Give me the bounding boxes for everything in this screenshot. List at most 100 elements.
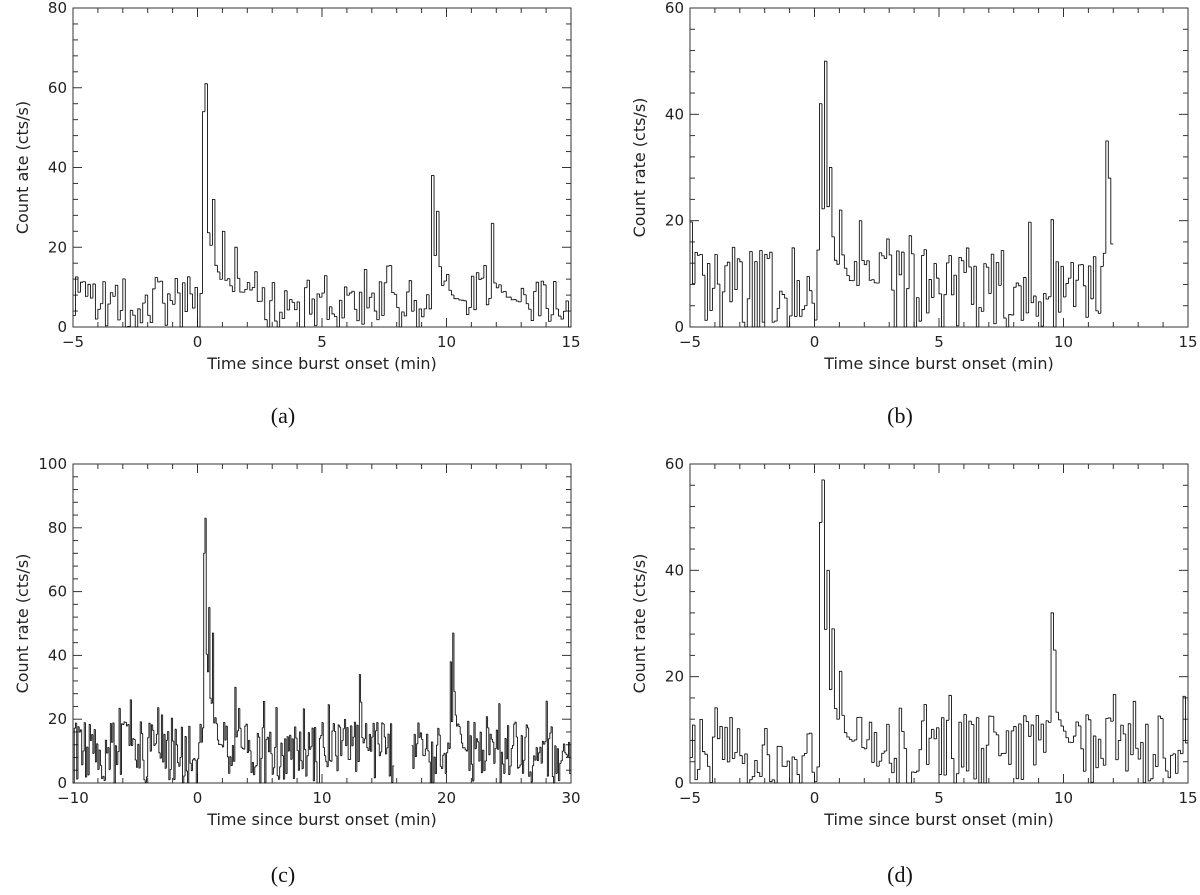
histogram-bin [282, 743, 283, 755]
histogram-bin [959, 257, 961, 325]
histogram-bin [844, 255, 846, 268]
histogram-bin [697, 770, 699, 780]
histogram-bin [280, 767, 281, 779]
histogram-bin [237, 731, 238, 737]
x-axis-label: Time since burst onset (min) [823, 810, 1054, 829]
histogram-bin [782, 747, 784, 767]
histogram-bin [261, 758, 262, 783]
histogram-bin [133, 310, 135, 315]
histogram-bin [155, 744, 156, 746]
histogram-bin [378, 723, 379, 744]
histogram-bin [338, 725, 339, 771]
histogram-bin [912, 236, 914, 254]
histogram-bin [329, 705, 330, 761]
histogram-bin [805, 306, 807, 310]
histogram-bin [323, 723, 324, 748]
histogram-bin [449, 274, 451, 290]
histogram-bin [1019, 283, 1021, 286]
histogram-bin [118, 752, 119, 765]
histogram-bin [447, 753, 448, 774]
histogram-bin [384, 724, 385, 737]
histogram-bin [428, 734, 429, 751]
histogram-bin [397, 294, 399, 307]
histogram-bin [922, 256, 924, 322]
y-tick-label: 40 [48, 646, 67, 664]
x-tick-label: 20 [437, 789, 456, 807]
histogram-bin [817, 250, 819, 320]
histogram-bin [1066, 284, 1068, 297]
histogram-bin [392, 266, 394, 293]
histogram-bin [1001, 753, 1003, 755]
histogram-bin [336, 731, 337, 755]
histogram-bin [275, 747, 276, 767]
y-axis-label: Count rate (cts/s) [630, 98, 649, 238]
histogram-bin [565, 744, 566, 753]
histogram-bin [311, 747, 312, 750]
histogram-bin [362, 702, 363, 737]
histogram-bin [560, 763, 561, 780]
histogram-bin [353, 737, 354, 746]
histogram-bin [832, 168, 834, 237]
histogram-bin [143, 303, 145, 323]
histogram-bin [307, 756, 308, 776]
y-tick-label: 100 [38, 455, 67, 473]
histogram-bin [217, 265, 219, 272]
histogram-bin [842, 671, 844, 715]
histogram-bin [444, 281, 446, 285]
histogram-bin [707, 754, 709, 766]
histogram-bin [478, 739, 479, 742]
histogram-bin [999, 735, 1001, 756]
histogram-bin [206, 518, 207, 654]
histogram-bin [198, 759, 199, 783]
y-axis-label: Count rate (cts/s) [630, 554, 649, 694]
histogram-bin [1014, 287, 1016, 315]
histogram-bin [874, 280, 876, 283]
histogram-bin [889, 239, 891, 255]
histogram-bin [459, 299, 461, 300]
histogram-bin [971, 721, 973, 724]
histogram-bin [98, 309, 100, 319]
histogram-bin [83, 751, 84, 765]
histogram-bin [917, 771, 919, 772]
histogram-bin [245, 726, 246, 749]
histogram-bin [178, 278, 180, 292]
histogram-bin [1171, 755, 1173, 777]
histogram-bin [387, 266, 389, 283]
histogram-bin [546, 285, 548, 309]
histogram-bin [317, 762, 318, 783]
histogram-bin [186, 736, 187, 770]
histogram-bin [1081, 726, 1083, 749]
histogram-bin [322, 293, 324, 297]
x-tick-label: 5 [934, 789, 944, 807]
x-tick-label: 0 [193, 789, 203, 807]
histogram-bin [216, 718, 217, 724]
plot-frame [73, 8, 571, 327]
y-tick-label: 40 [665, 105, 684, 123]
histogram-bin [1158, 716, 1160, 767]
x-tick-label: 10 [312, 789, 331, 807]
histogram-bin [394, 293, 396, 295]
histogram-bin [512, 745, 513, 748]
y-tick-label: 60 [48, 79, 67, 97]
histogram-bin [712, 737, 714, 782]
histogram-bin [867, 740, 869, 749]
histogram-bin [271, 732, 272, 754]
histogram-bin [1151, 779, 1153, 781]
histogram-bin [1004, 251, 1006, 318]
histogram-bin [240, 278, 242, 292]
histogram-bin [354, 291, 356, 309]
histogram-bin [519, 767, 520, 768]
histogram-bin [461, 734, 462, 743]
histogram-bin [156, 734, 157, 744]
histogram-bin [834, 237, 836, 260]
histogram-bin [844, 715, 846, 732]
histogram-bin [217, 724, 218, 740]
histogram-bin [148, 295, 150, 315]
histogram-bin [1118, 741, 1120, 760]
histogram-bin [78, 727, 79, 779]
histogram-bin [425, 749, 426, 756]
histogram-bin [956, 774, 958, 783]
x-tick-label: 10 [437, 333, 456, 351]
histogram-bin [834, 629, 836, 709]
